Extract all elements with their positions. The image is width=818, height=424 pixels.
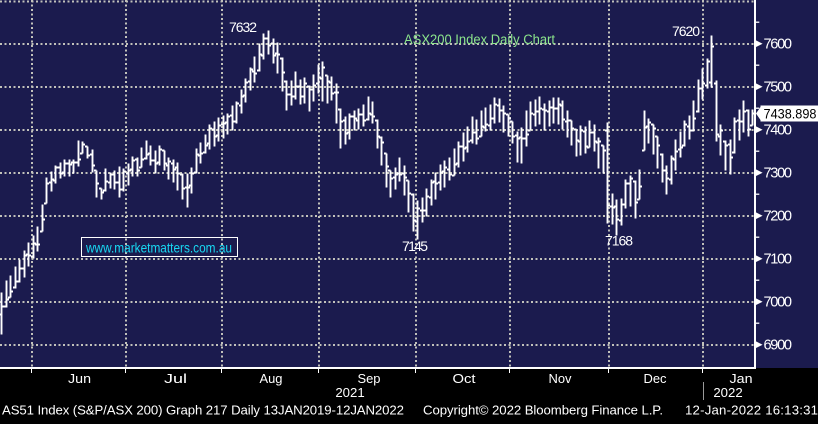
svg-text:ASX200 Index Daily Chart: ASX200 Index Daily Chart	[404, 32, 555, 47]
svg-text:AS51 Index (S&P/ASX 200) Graph: AS51 Index (S&P/ASX 200) Graph 217 Daily…	[2, 403, 404, 418]
svg-text:7600: 7600	[764, 37, 793, 53]
svg-text:Jul: Jul	[164, 371, 187, 386]
svg-text:7145: 7145	[402, 238, 428, 254]
svg-text:7632: 7632	[229, 19, 257, 35]
svg-text:7620: 7620	[672, 23, 700, 39]
svg-text:Oct: Oct	[453, 371, 476, 386]
svg-text:7100: 7100	[764, 252, 793, 268]
svg-text:6900: 6900	[764, 338, 793, 354]
svg-text:7168: 7168	[605, 233, 633, 249]
svg-text:Dec: Dec	[644, 371, 667, 386]
svg-text:7000: 7000	[764, 295, 793, 311]
svg-text:7300: 7300	[764, 166, 793, 182]
svg-text:2022: 2022	[713, 385, 742, 400]
svg-text:7200: 7200	[764, 209, 793, 225]
svg-text:Nov: Nov	[549, 371, 572, 386]
svg-text:7500: 7500	[764, 80, 793, 96]
svg-text:2021: 2021	[335, 385, 364, 400]
svg-text:7438.898: 7438.898	[764, 106, 817, 121]
svg-text:Jan: Jan	[730, 371, 753, 386]
svg-text:12-Jan-2022 16:13:31: 12-Jan-2022 16:13:31	[685, 403, 818, 418]
svg-text:www.marketmatters.com.au: www.marketmatters.com.au	[85, 241, 232, 256]
svg-text:Copyright© 2022 Bloomberg Fina: Copyright© 2022 Bloomberg Finance L.P.	[423, 403, 663, 418]
svg-text:7400: 7400	[764, 123, 793, 139]
svg-text:Aug: Aug	[260, 371, 283, 386]
svg-text:Sep: Sep	[358, 371, 381, 386]
svg-text:Jun: Jun	[68, 371, 91, 386]
